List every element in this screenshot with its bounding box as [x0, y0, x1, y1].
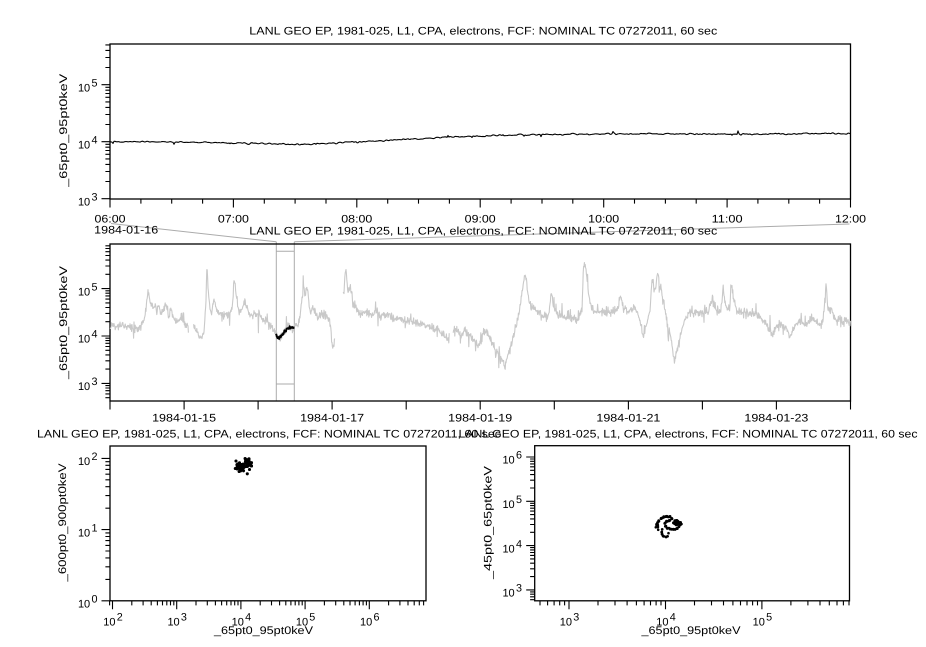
svg-text:5: 5 [309, 612, 315, 624]
svg-text:10: 10 [78, 381, 90, 393]
svg-text:3: 3 [181, 612, 187, 624]
svg-text:1984-01-17: 1984-01-17 [300, 412, 364, 424]
svg-text:10: 10 [502, 588, 514, 600]
svg-text:10: 10 [103, 616, 115, 628]
svg-text:LANL GEO EP, 1981-025, L1, CPA: LANL GEO EP, 1981-025, L1, CPA, electron… [249, 226, 718, 238]
svg-text:3: 3 [91, 376, 97, 388]
svg-text:10: 10 [656, 616, 668, 628]
svg-text:6: 6 [516, 450, 522, 462]
svg-text:10: 10 [296, 616, 308, 628]
svg-text:1984-01-15: 1984-01-15 [152, 412, 216, 424]
svg-text:09:00: 09:00 [465, 213, 496, 225]
svg-text:10: 10 [502, 455, 514, 467]
svg-text:3: 3 [573, 612, 579, 624]
svg-text:1984-01-23: 1984-01-23 [744, 412, 808, 424]
svg-text:5: 5 [91, 77, 97, 89]
svg-text:11:00: 11:00 [712, 213, 743, 225]
svg-text:4: 4 [91, 329, 97, 341]
svg-text:10: 10 [560, 616, 572, 628]
svg-text:10: 10 [78, 334, 90, 346]
svg-text:3: 3 [516, 583, 522, 595]
svg-text:_65pt0_95pt0keV: _65pt0_95pt0keV [213, 625, 314, 637]
svg-text:_65pt0_95pt0keV: _65pt0_95pt0keV [58, 73, 70, 188]
svg-text:5: 5 [516, 494, 522, 506]
svg-text:2: 2 [117, 612, 123, 624]
svg-text:_600pt0_900pt0keV: _600pt0_900pt0keV [57, 463, 69, 583]
svg-text:10: 10 [78, 599, 90, 611]
svg-text:10: 10 [502, 543, 514, 555]
svg-text:6: 6 [374, 612, 380, 624]
svg-text:3: 3 [91, 191, 97, 203]
svg-text:10: 10 [78, 286, 90, 298]
svg-text:4: 4 [516, 538, 522, 550]
svg-text:12:00: 12:00 [835, 213, 866, 225]
svg-text:_45pt0_65pt0keV: _45pt0_65pt0keV [483, 465, 495, 580]
svg-text:1: 1 [91, 522, 97, 534]
svg-text:2: 2 [91, 451, 97, 463]
svg-text:1984-01-16: 1984-01-16 [94, 225, 158, 237]
svg-text:10: 10 [502, 499, 514, 511]
svg-text:10: 10 [78, 196, 90, 208]
svg-text:1984-01-19: 1984-01-19 [448, 412, 512, 424]
svg-text:1984-01-21: 1984-01-21 [596, 412, 660, 424]
svg-text:10:00: 10:00 [588, 213, 619, 225]
svg-text:LANL GEO EP, 1981-025, L1, CPA: LANL GEO EP, 1981-025, L1, CPA, electron… [459, 429, 919, 441]
svg-text:10: 10 [232, 616, 244, 628]
svg-text:_65pt0_95pt0keV: _65pt0_95pt0keV [58, 265, 70, 380]
svg-text:10: 10 [360, 616, 372, 628]
svg-text:5: 5 [91, 281, 97, 293]
svg-text:4: 4 [91, 134, 97, 146]
svg-text:10: 10 [78, 527, 90, 539]
svg-text:LANL GEO EP, 1981-025, L1, CPA: LANL GEO EP, 1981-025, L1, CPA, electron… [37, 429, 502, 441]
svg-text:4: 4 [670, 612, 676, 624]
svg-text:10: 10 [78, 82, 90, 94]
svg-text:10: 10 [78, 456, 90, 468]
svg-text:07:00: 07:00 [218, 213, 249, 225]
svg-text:LANL GEO EP, 1981-025, L1, CPA: LANL GEO EP, 1981-025, L1, CPA, electron… [249, 26, 718, 38]
svg-text:4: 4 [245, 612, 251, 624]
svg-text:5: 5 [766, 612, 772, 624]
svg-text:06:00: 06:00 [95, 213, 126, 225]
svg-text:0: 0 [91, 594, 97, 606]
svg-text:10: 10 [167, 616, 179, 628]
svg-text:10: 10 [78, 139, 90, 151]
svg-text:08:00: 08:00 [341, 213, 372, 225]
svg-text:_65pt0_95pt0keV: _65pt0_95pt0keV [640, 625, 741, 637]
svg-text:10: 10 [753, 616, 765, 628]
